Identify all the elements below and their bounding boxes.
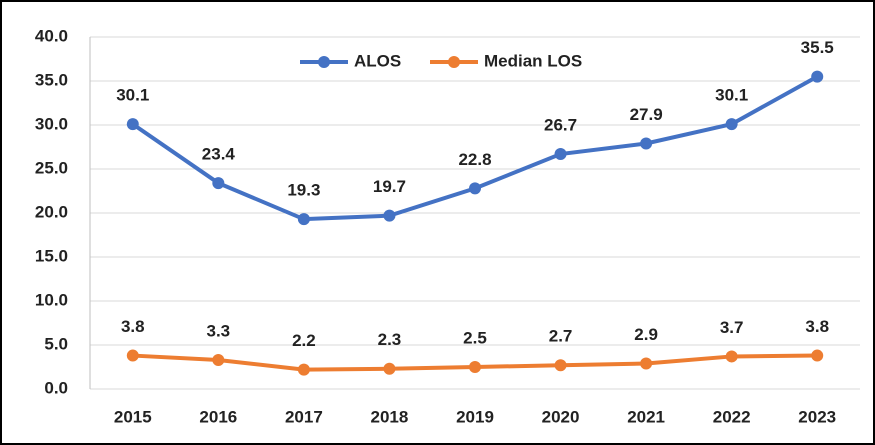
point [383, 209, 396, 222]
y-tick-label: 15.0 [35, 246, 68, 265]
legend-marker [448, 56, 460, 68]
data-label: 3.7 [720, 318, 744, 337]
data-label: 27.9 [630, 105, 663, 124]
data-label: 3.8 [805, 317, 829, 336]
y-tick-label: 5.0 [44, 334, 68, 353]
point [212, 353, 225, 366]
x-tick-label: 2017 [285, 407, 323, 426]
point [811, 349, 824, 362]
data-label: 2.9 [634, 325, 658, 344]
point [725, 350, 738, 363]
data-label: 26.7 [544, 116, 577, 135]
legend-marker [318, 56, 330, 68]
y-tick-label: 30.0 [35, 114, 68, 133]
point [811, 70, 824, 83]
point [469, 182, 481, 195]
data-label: 2.7 [549, 327, 573, 346]
point [383, 362, 396, 375]
point [554, 359, 567, 372]
data-label: 19.3 [287, 181, 320, 200]
y-tick-label: 35.0 [35, 70, 68, 89]
y-tick-label: 40.0 [35, 26, 68, 45]
x-tick-label: 2020 [542, 407, 580, 426]
data-label: 30.1 [715, 86, 748, 105]
x-tick-label: 2022 [713, 407, 751, 426]
legend-label: Median LOS [484, 51, 582, 70]
y-tick-label: 20.0 [35, 202, 68, 221]
x-tick-label: 2015 [114, 407, 152, 426]
data-label: 2.2 [292, 331, 316, 350]
point [126, 349, 139, 362]
x-tick-label: 2016 [199, 407, 237, 426]
data-label: 22.8 [458, 150, 491, 169]
point [640, 357, 653, 370]
x-tick-label: 2021 [627, 407, 665, 426]
data-label: 3.3 [207, 321, 231, 340]
data-label: 3.8 [121, 317, 145, 336]
legend-label: ALOS [354, 51, 401, 70]
x-tick-label: 2023 [798, 407, 836, 426]
point [212, 177, 225, 190]
data-label: 2.3 [378, 330, 402, 349]
point [554, 148, 567, 161]
data-label: 19.7 [373, 177, 406, 196]
point [640, 137, 653, 150]
data-label: 2.5 [463, 328, 487, 347]
y-tick-label: 25.0 [35, 158, 68, 177]
point [297, 213, 310, 226]
data-label: 35.5 [801, 38, 834, 57]
y-tick-label: 10.0 [35, 290, 68, 309]
data-label: 23.4 [202, 145, 236, 164]
point [469, 361, 481, 373]
point [725, 118, 738, 131]
x-tick-label: 2018 [371, 407, 409, 426]
point [297, 363, 310, 376]
data-label: 30.1 [116, 86, 149, 105]
point [126, 118, 139, 131]
x-tick-label: 2019 [456, 407, 494, 426]
y-tick-label: 0.0 [44, 378, 68, 397]
